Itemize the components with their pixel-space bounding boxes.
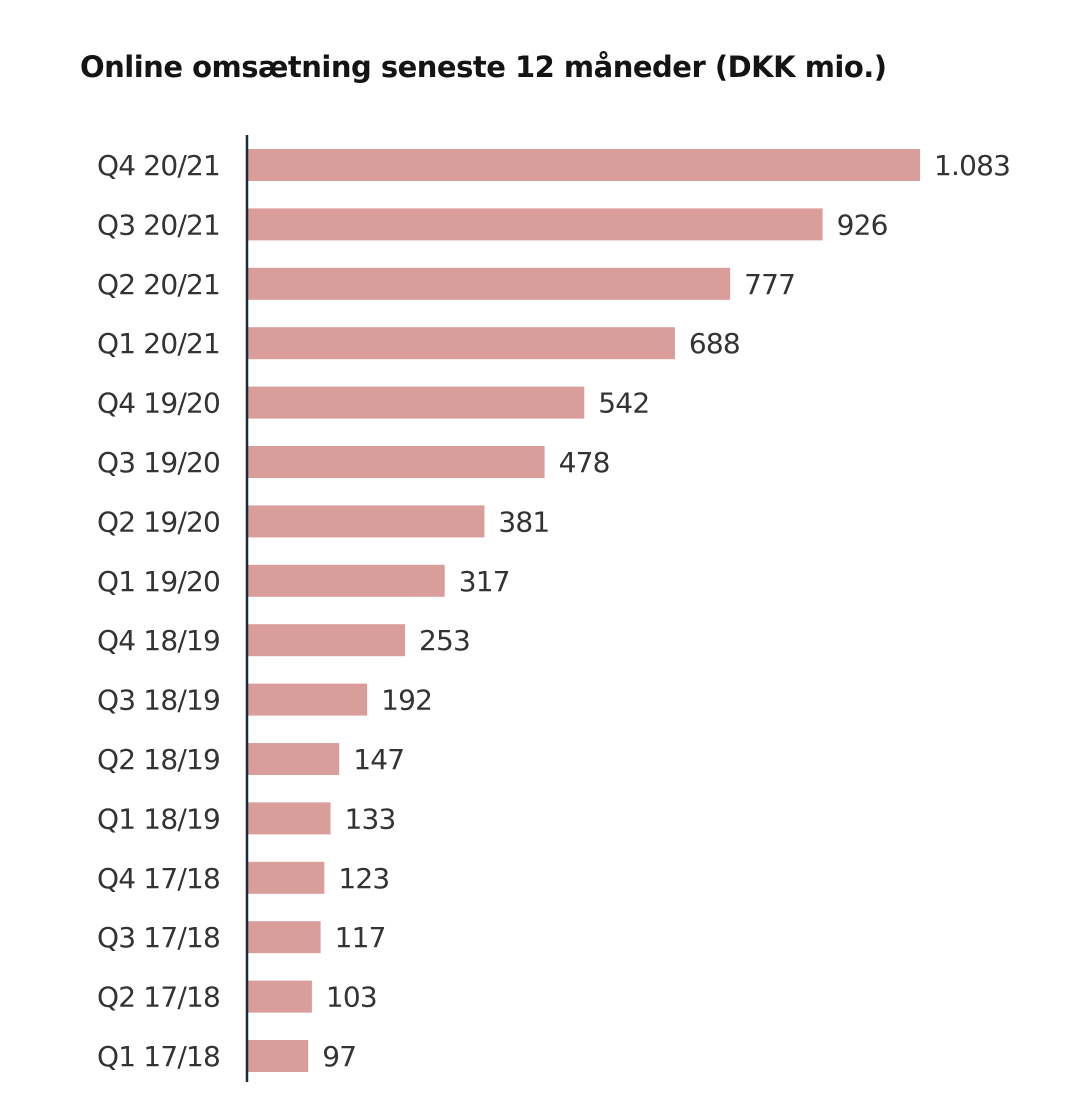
bar xyxy=(248,743,340,775)
bar xyxy=(248,386,585,419)
category-label: Q1 20/21 xyxy=(97,327,220,360)
bar xyxy=(248,802,331,835)
value-label: 381 xyxy=(498,505,549,538)
category-label: Q4 20/21 xyxy=(97,149,220,182)
category-label: Q3 20/21 xyxy=(97,208,220,241)
category-label: Q2 17/18 xyxy=(97,981,220,1014)
value-label: 478 xyxy=(559,446,610,479)
bar xyxy=(248,267,731,300)
category-label: Q3 17/18 xyxy=(97,921,220,954)
category-label: Q1 18/19 xyxy=(97,802,220,835)
value-label: 253 xyxy=(419,624,470,657)
bar xyxy=(248,446,545,478)
value-label: 133 xyxy=(345,802,396,835)
value-label: 103 xyxy=(326,981,377,1014)
value-label: 317 xyxy=(459,565,510,598)
value-label: 192 xyxy=(381,684,432,717)
bar xyxy=(248,327,675,360)
value-label: 688 xyxy=(689,327,740,360)
chart-title: Online omsætning seneste 12 måneder (DKK… xyxy=(80,50,887,84)
category-labels-group: Q4 20/21 Q3 20/21 Q2 20/21 Q1 20/21 Q4 19/20… xyxy=(97,149,221,1073)
value-label: 123 xyxy=(338,862,389,895)
value-label: 147 xyxy=(353,743,404,776)
category-label: Q3 19/20 xyxy=(97,446,220,479)
category-label: Q2 18/19 xyxy=(97,743,220,776)
category-label: Q3 18/19 xyxy=(97,684,220,717)
bar xyxy=(248,1040,309,1072)
category-label: Q1 19/20 xyxy=(97,565,220,598)
value-label: 777 xyxy=(744,268,795,301)
category-label: Q4 18/19 xyxy=(97,624,220,657)
category-label: Q4 19/20 xyxy=(97,387,220,420)
category-label: Q2 20/21 xyxy=(97,268,220,301)
bar xyxy=(248,980,312,1013)
bar xyxy=(248,861,325,894)
bar xyxy=(248,921,321,954)
value-label: 97 xyxy=(322,1040,356,1073)
value-label: 542 xyxy=(598,387,649,420)
value-label: 117 xyxy=(335,921,386,954)
bar xyxy=(248,505,485,538)
value-label: 1.083 xyxy=(934,149,1010,182)
bar xyxy=(248,208,823,241)
value-label: 926 xyxy=(837,208,888,241)
category-label: Q2 19/20 xyxy=(97,505,220,538)
bar xyxy=(248,624,405,657)
category-label: Q4 17/18 xyxy=(97,862,220,895)
bar xyxy=(248,149,920,181)
bars-group xyxy=(248,149,920,1072)
category-label: Q1 17/18 xyxy=(97,1040,220,1073)
bar xyxy=(248,683,368,716)
bar xyxy=(248,564,445,597)
